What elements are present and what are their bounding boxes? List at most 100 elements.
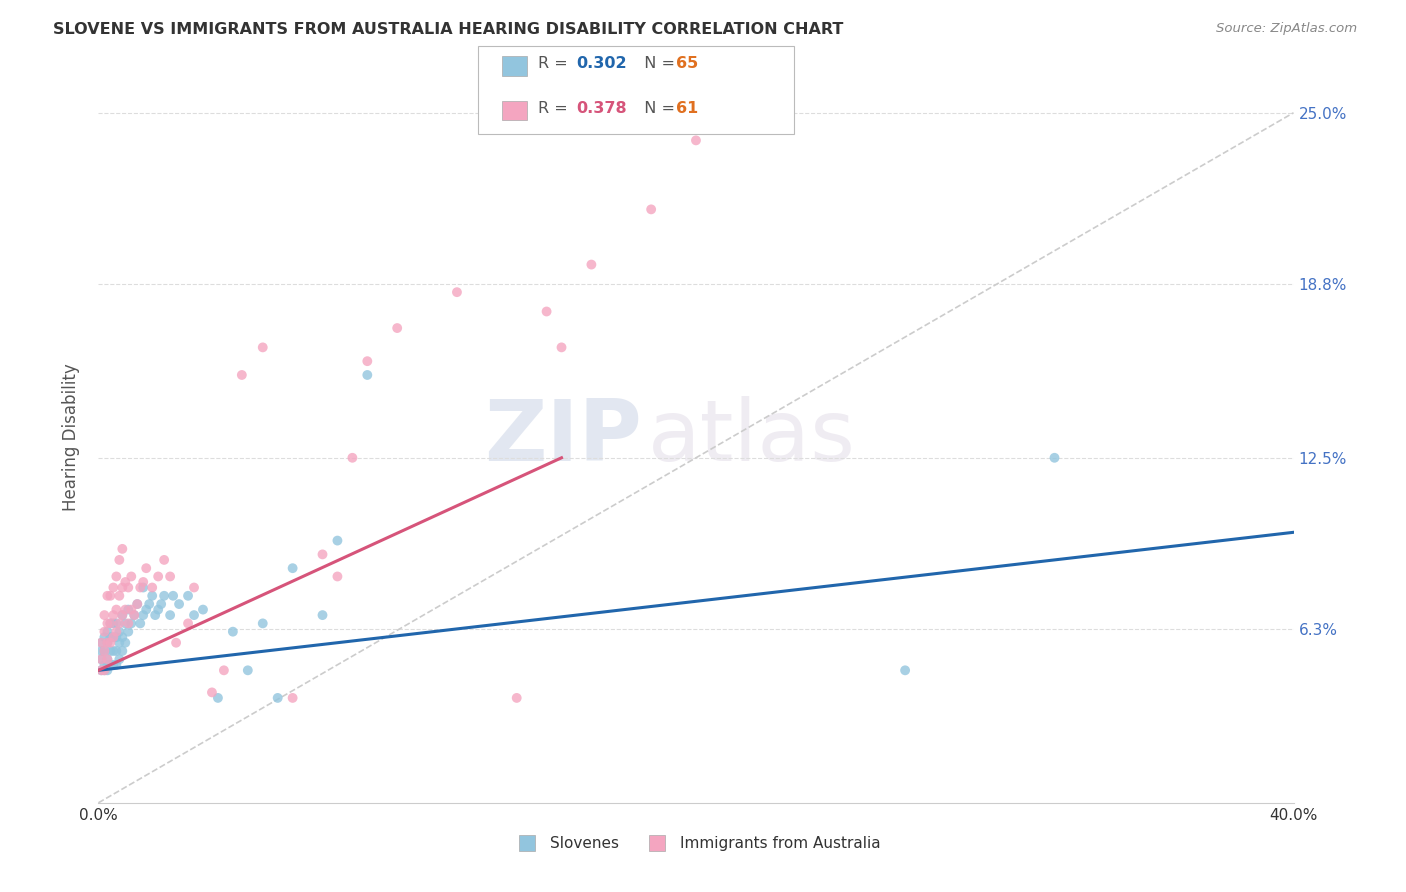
Point [311, 548, 333, 562]
Point [207, 690, 229, 705]
Point [356, 368, 378, 382]
Point [311, 608, 333, 623]
Point [252, 340, 274, 354]
Point [93, 608, 115, 623]
Point [96, 616, 118, 631]
Point [114, 602, 136, 616]
Text: SLOVENE VS IMMIGRANTS FROM AUSTRALIA HEARING DISABILITY CORRELATION CHART: SLOVENE VS IMMIGRANTS FROM AUSTRALIA HEA… [53, 22, 844, 37]
Point [183, 608, 205, 623]
Point [183, 581, 205, 595]
Point [98, 630, 122, 644]
Point [640, 202, 662, 217]
Point [103, 657, 125, 672]
Point [138, 597, 160, 611]
Y-axis label: Hearing Disability: Hearing Disability [62, 363, 80, 511]
Point [153, 553, 176, 567]
Point [153, 589, 176, 603]
Text: 0.302: 0.302 [576, 56, 627, 71]
Point [111, 644, 134, 658]
Text: 65: 65 [676, 56, 699, 71]
Point [167, 597, 190, 611]
Text: 61: 61 [676, 101, 699, 116]
Text: N =: N = [634, 101, 681, 116]
Point [90, 644, 112, 658]
Point [150, 597, 173, 611]
Point [105, 624, 128, 639]
Point [124, 608, 146, 623]
Point [148, 602, 170, 616]
Point [281, 561, 304, 575]
Point [191, 602, 214, 616]
Point [103, 630, 125, 644]
Point [127, 597, 149, 611]
Point [252, 616, 274, 631]
Point [385, 321, 409, 335]
Point [96, 636, 118, 650]
Point [326, 533, 349, 548]
Point [96, 652, 118, 666]
Point [129, 581, 152, 595]
Point [93, 644, 115, 658]
Point [506, 690, 529, 705]
Point [93, 644, 115, 658]
Point [108, 553, 131, 567]
Point [177, 616, 200, 631]
Point [550, 340, 572, 354]
Point [120, 602, 142, 616]
Point [111, 581, 134, 595]
Point [124, 608, 146, 623]
Point [281, 690, 304, 705]
Point [96, 652, 118, 666]
Point [236, 663, 259, 677]
Point [1043, 450, 1066, 465]
Point [105, 644, 128, 658]
Point [108, 624, 131, 639]
Point [356, 354, 378, 368]
Point [90, 663, 112, 677]
Point [108, 589, 131, 603]
Point [685, 133, 707, 147]
Point [93, 624, 115, 639]
Point [108, 616, 131, 631]
Point [132, 608, 155, 623]
Point [96, 663, 118, 677]
Point [162, 589, 184, 603]
Text: N =: N = [634, 56, 681, 71]
Point [127, 597, 149, 611]
Point [93, 663, 115, 677]
Point [103, 581, 125, 595]
Point [129, 616, 152, 631]
Point [111, 608, 134, 623]
Point [141, 581, 163, 595]
Point [98, 644, 122, 658]
Point [98, 616, 122, 631]
Point [103, 644, 125, 658]
Point [117, 616, 139, 631]
Point [132, 574, 155, 589]
Point [132, 581, 155, 595]
Point [117, 602, 139, 616]
Point [93, 630, 115, 644]
Point [96, 624, 118, 639]
Point [120, 569, 142, 583]
Point [111, 630, 134, 644]
Point [111, 541, 134, 556]
Point [212, 663, 235, 677]
Point [103, 608, 125, 623]
Text: atlas: atlas [648, 395, 856, 479]
Point [201, 685, 224, 699]
Point [111, 608, 134, 623]
Point [105, 630, 128, 644]
Point [536, 304, 558, 318]
Point [117, 581, 139, 595]
Point [105, 616, 128, 631]
Point [581, 258, 603, 272]
Point [105, 569, 128, 583]
Text: 0.378: 0.378 [576, 101, 627, 116]
Point [177, 589, 200, 603]
Legend: Slovenes, Immigrants from Australia: Slovenes, Immigrants from Australia [505, 830, 887, 857]
Point [141, 589, 163, 603]
Point [108, 636, 131, 650]
Text: Source: ZipAtlas.com: Source: ZipAtlas.com [1216, 22, 1357, 36]
Point [135, 561, 157, 575]
